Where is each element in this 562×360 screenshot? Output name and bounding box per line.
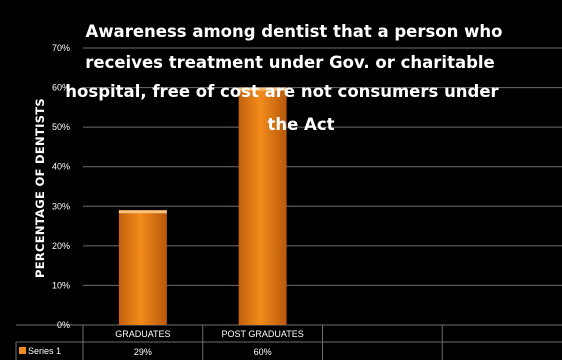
chart-title: Awareness among dentist that a person wh…: [65, 22, 502, 134]
y-axis-ticks: 0% 10% 20% 30% 40% 50% 60% 70%: [52, 43, 70, 330]
data-table-cells: GRADUATES POST GRADUATES Series 1 29% 60%: [19, 329, 304, 357]
data-table: [15, 324, 562, 360]
x-category-label: POST GRADUATES: [222, 329, 304, 339]
x-category-label: GRADUATES: [115, 329, 170, 339]
chart-title-line-4: the Act: [267, 115, 334, 134]
bar: [118, 210, 167, 325]
legend-series-name: Series 1: [28, 346, 61, 356]
bars: [118, 87, 287, 325]
chart-title-line-2: receives treatment under Gov. or charita…: [85, 53, 495, 72]
legend-swatch: [19, 347, 26, 354]
chart-title-line-3: hospital, free of cost are not consumers…: [65, 82, 499, 101]
data-value-label: 60%: [254, 347, 272, 357]
y-tick-label: 50%: [52, 122, 70, 132]
bar-top-highlight: [118, 210, 167, 214]
bar: [238, 87, 287, 325]
y-tick-label: 30%: [52, 201, 70, 211]
y-tick-label: 0%: [57, 320, 70, 330]
y-tick-label: 40%: [52, 162, 70, 172]
chart-title-line-1: Awareness among dentist that a person wh…: [86, 22, 503, 41]
y-tick-label: 60%: [52, 83, 70, 93]
bar-top-highlight: [238, 87, 287, 91]
y-axis-label: PERCENTAGE OF DENTISTS: [33, 98, 47, 278]
y-tick-label: 70%: [52, 43, 70, 53]
data-value-label: 29%: [134, 347, 152, 357]
y-tick-label: 20%: [52, 241, 70, 251]
y-tick-label: 10%: [52, 280, 70, 290]
